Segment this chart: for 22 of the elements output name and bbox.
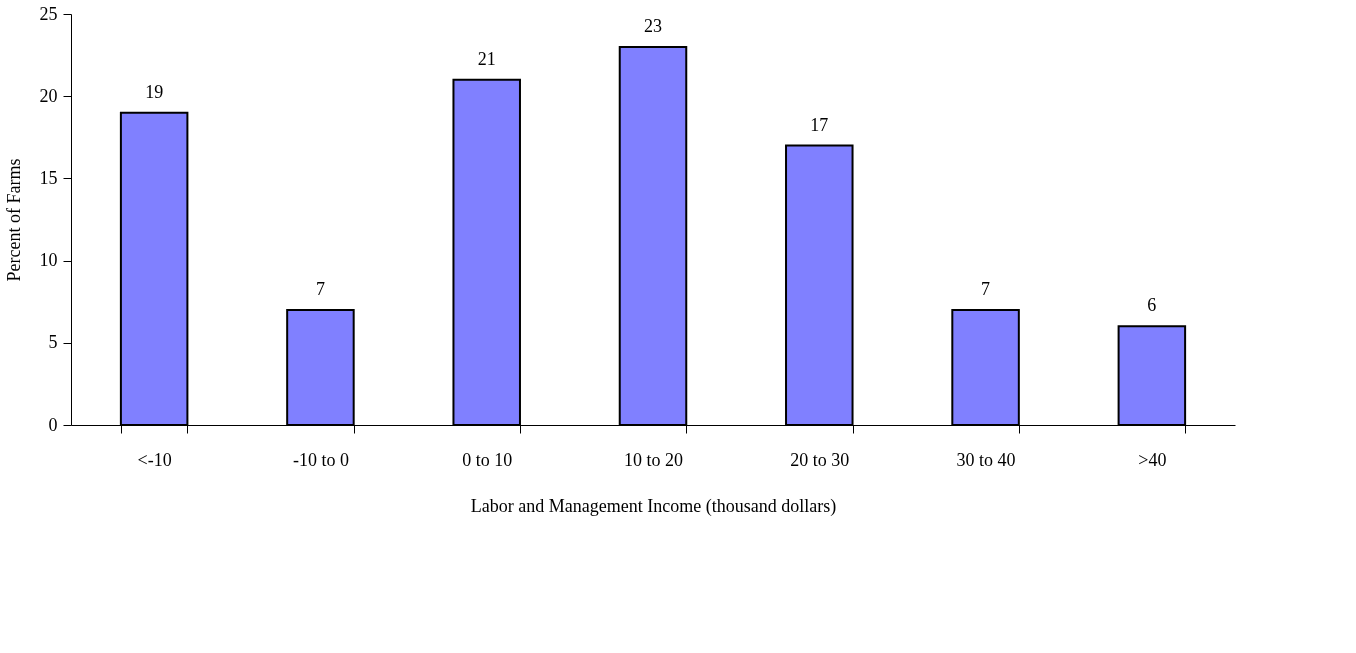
y-tick-label: 0 [48,414,58,435]
y-tick-label: 10 [39,250,58,271]
x-tick-label: 30 to 40 [956,449,1016,470]
data-label: 6 [1147,295,1157,316]
x-axis-title: Labor and Management Income (thousand dollars) [470,495,837,517]
y-tick-label: 5 [48,332,58,353]
x-tick-label: -10 to 0 [292,449,349,470]
data-label: 7 [315,278,325,299]
data-label: 7 [981,278,991,299]
y-axis-title: Percent of Farms [3,158,24,282]
data-label: 17 [810,114,829,135]
y-tick-label: 15 [39,167,58,188]
x-tick-label: <-10 [137,449,172,470]
x-tick-label: 0 to 10 [462,449,513,470]
y-tick-label: 20 [39,85,58,106]
y-tick-label: 25 [39,3,58,24]
x-tick-label: 20 to 30 [790,449,850,470]
data-label: 23 [644,15,662,36]
x-tick-label: 10 to 20 [623,449,684,470]
data-label: 19 [145,81,164,102]
data-label: 21 [477,48,496,69]
x-tick-label: >40 [1138,449,1167,470]
